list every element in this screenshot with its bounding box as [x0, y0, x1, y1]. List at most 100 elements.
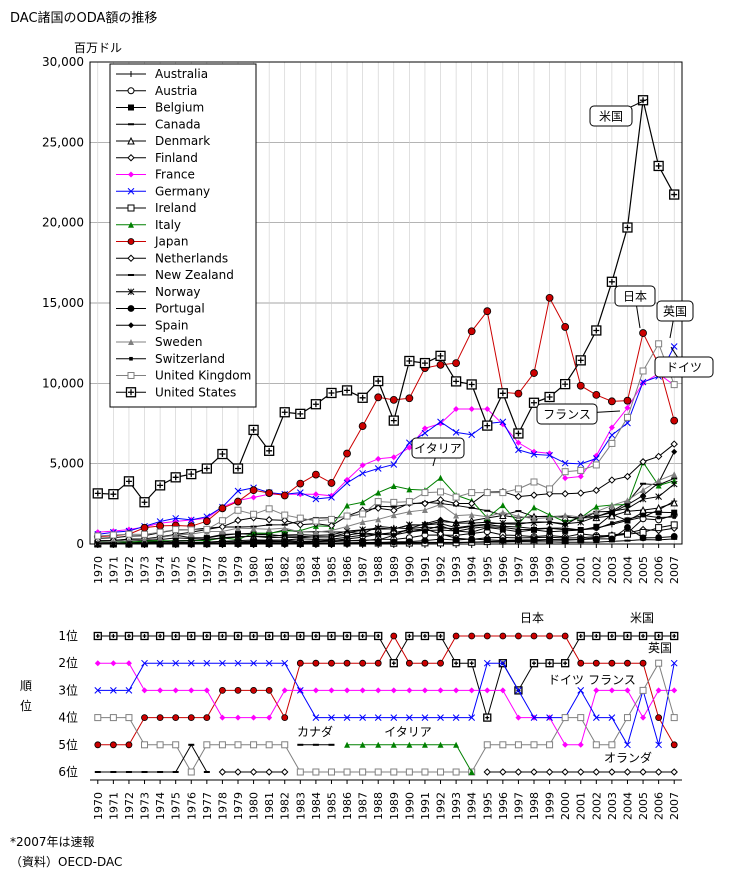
- marker-cross: [126, 634, 131, 638]
- data-point: [670, 381, 678, 389]
- rank-point: [188, 687, 195, 694]
- legend-marker: [128, 221, 134, 228]
- data-point: [483, 307, 492, 316]
- marker-cross: [128, 389, 134, 396]
- data-point: [436, 360, 445, 369]
- marker-cross: [219, 451, 226, 458]
- data-point: [516, 527, 521, 532]
- data-point: [406, 525, 413, 532]
- rank-point: [234, 659, 242, 667]
- data-point: [655, 493, 662, 500]
- data-point: [95, 541, 100, 546]
- rank-x-tick-label: 1986: [341, 792, 354, 820]
- data-point: [499, 509, 506, 516]
- x-tick-label: 1984: [310, 556, 323, 584]
- data-point: [437, 527, 444, 534]
- rank-point: [342, 631, 352, 641]
- data-point: [344, 537, 351, 544]
- data-point: [158, 541, 162, 545]
- rank-point: [593, 687, 600, 694]
- rank-point: [623, 714, 631, 722]
- rank-point: [577, 741, 584, 748]
- data-point: [468, 511, 475, 518]
- rank-point: [250, 659, 257, 667]
- data-point: [421, 520, 428, 527]
- x-tick-label: 1983: [294, 556, 307, 584]
- legend-item-finland: Finland: [116, 151, 198, 165]
- data-point: [577, 473, 584, 480]
- marker-cross: [375, 378, 382, 385]
- callout-france: フランス: [536, 403, 621, 425]
- data-point: [610, 521, 614, 525]
- rank-point: [562, 741, 569, 748]
- rank-x-tick-label: 2002: [590, 792, 603, 820]
- marker-cross: [547, 661, 552, 666]
- data-point: [359, 537, 366, 544]
- legend-item-netherlands: Netherlands: [116, 251, 228, 265]
- data-point: [327, 515, 335, 523]
- rank-point: [156, 741, 164, 749]
- legend-marker: [127, 136, 135, 145]
- data-point: [266, 526, 273, 533]
- rank-point: [110, 660, 117, 667]
- marker-cross: [359, 394, 366, 401]
- x-tick-label: 1972: [123, 556, 136, 584]
- x-tick-label: 1992: [435, 556, 448, 584]
- x-tick-label: 1988: [372, 556, 385, 584]
- data-point: [545, 490, 554, 498]
- legend-label: Norway: [155, 285, 201, 299]
- marker-cross: [189, 634, 194, 638]
- data-point: [141, 530, 149, 538]
- rank-point: [654, 768, 663, 776]
- rank-point: [187, 768, 195, 776]
- rank-tick-label: 1位: [58, 628, 78, 643]
- data-point: [670, 440, 678, 448]
- legend-label: Sweden: [155, 335, 202, 349]
- rank-point: [577, 659, 585, 667]
- data-point: [608, 431, 616, 439]
- rank-point: [250, 714, 257, 721]
- rank-point: [374, 631, 383, 641]
- data-point: [547, 526, 552, 531]
- data-point: [391, 533, 396, 537]
- data-point: [390, 454, 397, 461]
- legend-label: Spain: [155, 318, 189, 332]
- marker-cross: [468, 381, 475, 388]
- rank-point: [499, 741, 507, 749]
- data-point: [248, 424, 259, 436]
- marker-cross: [641, 634, 646, 638]
- data-point: [437, 474, 444, 481]
- data-point: [249, 486, 258, 495]
- x-tick-label: 1997: [512, 556, 525, 584]
- rank-point: [421, 741, 428, 748]
- data-point: [575, 355, 586, 366]
- rank-point: [359, 687, 366, 694]
- callout-label: 日本: [623, 290, 647, 304]
- legend-item-belgium: Belgium: [116, 101, 204, 115]
- rank-point: [296, 631, 305, 641]
- marker-cross: [141, 499, 148, 506]
- data-point: [515, 528, 522, 535]
- data-point: [450, 376, 462, 387]
- data-point: [545, 293, 554, 302]
- rank-point: [639, 659, 647, 667]
- rank-point: [592, 714, 600, 721]
- data-point: [157, 534, 164, 541]
- data-point: [515, 439, 522, 446]
- marker-cross: [485, 715, 490, 720]
- rank-point: [125, 714, 133, 722]
- legend-item-norway: Norway: [116, 285, 201, 299]
- data-point: [577, 514, 584, 521]
- data-point: [435, 350, 446, 362]
- rank-label-usa: 米国: [630, 611, 654, 625]
- x-tick-label: 1990: [403, 556, 416, 584]
- rank-point: [296, 768, 304, 776]
- rank-point: [312, 714, 320, 721]
- rank-label-uk: 英国: [648, 641, 672, 655]
- data-point: [123, 476, 135, 487]
- rank-point: [155, 631, 165, 641]
- legend-label: Belgium: [155, 101, 204, 115]
- rank-point: [670, 631, 679, 641]
- data-point: [468, 406, 475, 413]
- series-switzerland: [95, 513, 677, 546]
